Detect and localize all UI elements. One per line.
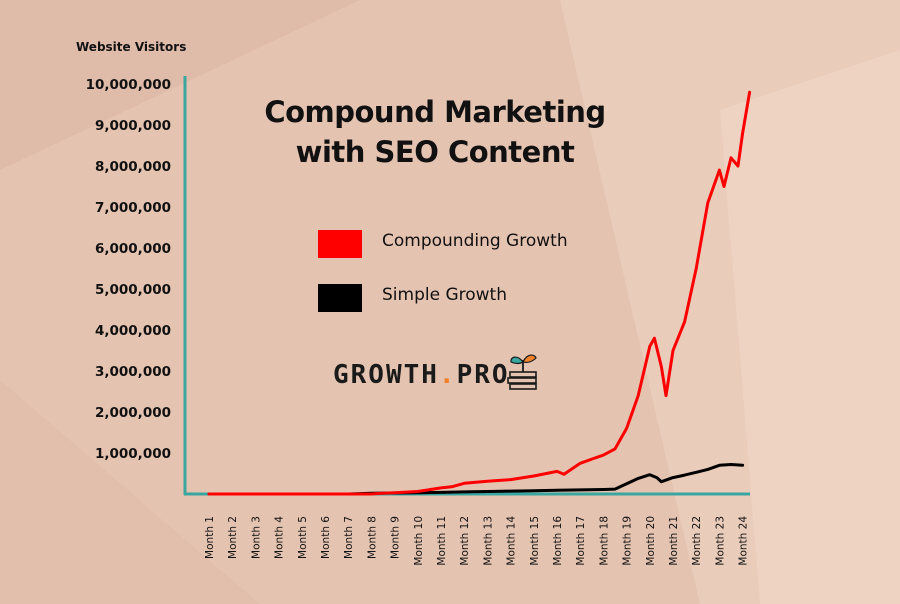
chart-title-line-2: with SEO Content <box>295 135 575 169</box>
y-tick-label: 4,000,000 <box>95 323 171 339</box>
series-line-compounding-growth <box>207 90 752 496</box>
x-tick-label: Month 23 <box>714 516 726 566</box>
y-tick-label: 2,000,000 <box>95 405 171 421</box>
x-tick-label: Month 6 <box>320 516 332 559</box>
x-tick-label: Month 3 <box>250 516 262 559</box>
y-tick-label: 5,000,000 <box>95 282 171 298</box>
x-tick-label: Month 11 <box>436 516 448 566</box>
brand-dot: . <box>438 360 457 390</box>
chart-title: Compound Marketing with SEO Content <box>250 92 620 172</box>
x-tick-label: Month 8 <box>366 516 378 559</box>
x-tick-label: Month 13 <box>482 516 494 566</box>
x-tick-label: Month 16 <box>552 516 564 566</box>
x-tick-label: Month 24 <box>738 516 750 566</box>
x-tick-label: Month 2 <box>227 516 239 559</box>
y-tick-label: 10,000,000 <box>86 77 171 93</box>
legend-swatch-compounding <box>318 230 362 258</box>
y-tick-label: 3,000,000 <box>95 364 171 380</box>
x-tick-label: Month 4 <box>274 516 286 559</box>
legend-label-simple: Simple Growth <box>382 285 507 305</box>
brand-name-right: PRO <box>456 360 510 390</box>
x-tick-label: Month 17 <box>575 516 587 566</box>
x-tick-label: Month 1 <box>204 516 216 559</box>
x-tick-label: Month 7 <box>343 516 355 559</box>
x-tick-label: Month 22 <box>691 516 703 566</box>
y-axis-label: Website Visitors <box>76 40 187 54</box>
x-tick-label: Month 10 <box>413 516 425 566</box>
legend-label-compounding: Compounding Growth <box>382 231 568 251</box>
x-tick-label: Month 14 <box>506 516 518 566</box>
chart-title-line-1: Compound Marketing <box>264 95 606 129</box>
x-tick-label: Month 20 <box>645 516 657 566</box>
seedling-on-books-icon <box>507 354 537 390</box>
series-line-simple-growth <box>207 463 745 496</box>
brand-wordmark: GROWTH.PRO <box>333 360 510 390</box>
x-tick-label: Month 5 <box>297 516 309 559</box>
y-tick-label: 9,000,000 <box>95 118 171 134</box>
legend-swatch-simple <box>318 284 362 312</box>
y-tick-label: 6,000,000 <box>95 241 171 257</box>
x-tick-label: Month 19 <box>622 516 634 566</box>
x-tick-label: Month 12 <box>459 516 471 566</box>
brand-name-left: GROWTH <box>333 360 439 390</box>
y-tick-label: 1,000,000 <box>95 446 171 462</box>
x-tick-label: Month 21 <box>668 516 680 566</box>
x-tick-label: Month 9 <box>390 516 402 559</box>
y-tick-label: 8,000,000 <box>95 159 171 175</box>
x-tick-label: Month 18 <box>598 516 610 566</box>
x-tick-label: Month 15 <box>529 516 541 566</box>
y-tick-label: 7,000,000 <box>95 200 171 216</box>
